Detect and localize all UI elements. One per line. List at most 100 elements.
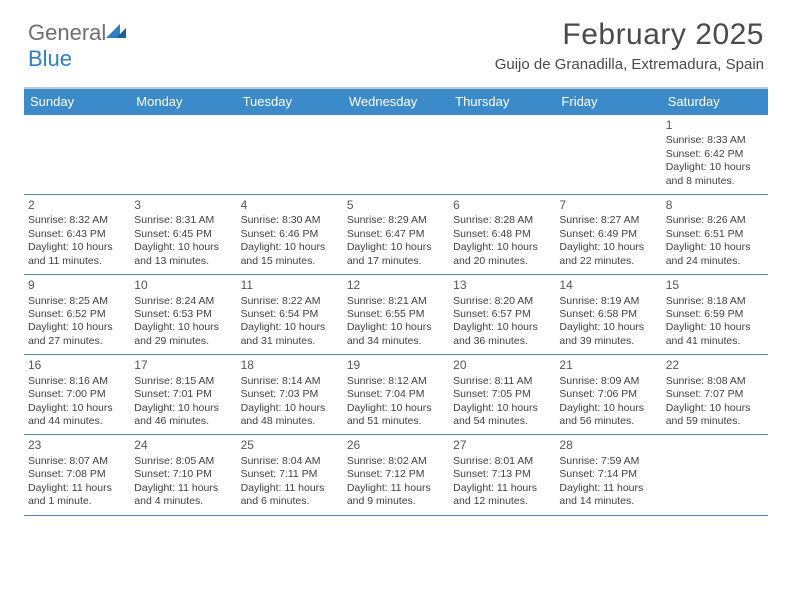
sunset-text: Sunset: 6:49 PM (559, 228, 656, 241)
day-cell: 19Sunrise: 8:12 AMSunset: 7:04 PMDayligh… (343, 355, 449, 434)
day1-text: Daylight: 11 hours (28, 482, 125, 495)
weekday-label: Sunday (24, 89, 130, 115)
day-cell: 7Sunrise: 8:27 AMSunset: 6:49 PMDaylight… (555, 195, 661, 274)
sunset-text: Sunset: 6:46 PM (241, 228, 338, 241)
week-row: 1Sunrise: 8:33 AMSunset: 6:42 PMDaylight… (24, 115, 768, 195)
week-row: 2Sunrise: 8:32 AMSunset: 6:43 PMDaylight… (24, 195, 768, 275)
brand-logo: General Blue (28, 18, 128, 72)
day1-text: Daylight: 10 hours (559, 241, 656, 254)
sunrise-text: Sunrise: 8:19 AM (559, 295, 656, 308)
sunrise-text: Sunrise: 8:30 AM (241, 214, 338, 227)
sunset-text: Sunset: 7:04 PM (347, 388, 444, 401)
day1-text: Daylight: 11 hours (347, 482, 444, 495)
day-cell: 6Sunrise: 8:28 AMSunset: 6:48 PMDaylight… (449, 195, 555, 274)
sunset-text: Sunset: 7:13 PM (453, 468, 550, 481)
day-cell: 8Sunrise: 8:26 AMSunset: 6:51 PMDaylight… (662, 195, 768, 274)
day-cell: 5Sunrise: 8:29 AMSunset: 6:47 PMDaylight… (343, 195, 449, 274)
sunrise-text: Sunrise: 8:15 AM (134, 375, 231, 388)
day-cell: 15Sunrise: 8:18 AMSunset: 6:59 PMDayligh… (662, 275, 768, 354)
day-number: 23 (28, 438, 125, 453)
day1-text: Daylight: 10 hours (559, 402, 656, 415)
day-number: 9 (28, 278, 125, 293)
day-number: 2 (28, 198, 125, 213)
day-number: 6 (453, 198, 550, 213)
day-number: 25 (241, 438, 338, 453)
weekday-header-row: Sunday Monday Tuesday Wednesday Thursday… (24, 89, 768, 115)
day1-text: Daylight: 11 hours (453, 482, 550, 495)
day-cell: 18Sunrise: 8:14 AMSunset: 7:03 PMDayligh… (237, 355, 343, 434)
sunset-text: Sunset: 7:01 PM (134, 388, 231, 401)
sunset-text: Sunset: 7:08 PM (28, 468, 125, 481)
day-number: 27 (453, 438, 550, 453)
day-number: 17 (134, 358, 231, 373)
day-cell: 10Sunrise: 8:24 AMSunset: 6:53 PMDayligh… (130, 275, 236, 354)
sunrise-text: Sunrise: 8:08 AM (666, 375, 763, 388)
day-cell: 12Sunrise: 8:21 AMSunset: 6:55 PMDayligh… (343, 275, 449, 354)
day-cell: 21Sunrise: 8:09 AMSunset: 7:06 PMDayligh… (555, 355, 661, 434)
day2-text: and 44 minutes. (28, 415, 125, 428)
day2-text: and 46 minutes. (134, 415, 231, 428)
sunset-text: Sunset: 6:59 PM (666, 308, 763, 321)
day2-text: and 24 minutes. (666, 255, 763, 268)
day-cell: 14Sunrise: 8:19 AMSunset: 6:58 PMDayligh… (555, 275, 661, 354)
day-number: 10 (134, 278, 231, 293)
day-number: 3 (134, 198, 231, 213)
day2-text: and 4 minutes. (134, 495, 231, 508)
day2-text: and 12 minutes. (453, 495, 550, 508)
sunrise-text: Sunrise: 8:11 AM (453, 375, 550, 388)
sunset-text: Sunset: 7:07 PM (666, 388, 763, 401)
day1-text: Daylight: 10 hours (347, 402, 444, 415)
sunset-text: Sunset: 6:45 PM (134, 228, 231, 241)
week-row: 16Sunrise: 8:16 AMSunset: 7:00 PMDayligh… (24, 355, 768, 435)
day-number: 11 (241, 278, 338, 293)
day1-text: Daylight: 10 hours (134, 321, 231, 334)
day2-text: and 1 minute. (28, 495, 125, 508)
day-number: 26 (347, 438, 444, 453)
day2-text: and 54 minutes. (453, 415, 550, 428)
sunrise-text: Sunrise: 8:21 AM (347, 295, 444, 308)
day2-text: and 39 minutes. (559, 335, 656, 348)
day1-text: Daylight: 10 hours (241, 321, 338, 334)
day1-text: Daylight: 10 hours (453, 241, 550, 254)
brand-triangle-icon (106, 22, 128, 45)
day2-text: and 11 minutes. (28, 255, 125, 268)
day1-text: Daylight: 11 hours (241, 482, 338, 495)
sunset-text: Sunset: 6:47 PM (347, 228, 444, 241)
sunrise-text: Sunrise: 8:29 AM (347, 214, 444, 227)
day1-text: Daylight: 10 hours (347, 241, 444, 254)
sunrise-text: Sunrise: 8:31 AM (134, 214, 231, 227)
day-cell: 25Sunrise: 8:04 AMSunset: 7:11 PMDayligh… (237, 435, 343, 514)
sunrise-text: Sunrise: 8:26 AM (666, 214, 763, 227)
weekday-label: Thursday (449, 89, 555, 115)
weekday-label: Wednesday (343, 89, 449, 115)
sunset-text: Sunset: 7:00 PM (28, 388, 125, 401)
day-number: 12 (347, 278, 444, 293)
sunset-text: Sunset: 7:14 PM (559, 468, 656, 481)
day-cell: 11Sunrise: 8:22 AMSunset: 6:54 PMDayligh… (237, 275, 343, 354)
sunrise-text: Sunrise: 8:05 AM (134, 455, 231, 468)
day1-text: Daylight: 10 hours (666, 402, 763, 415)
day1-text: Daylight: 10 hours (453, 321, 550, 334)
day-number: 19 (347, 358, 444, 373)
day2-text: and 15 minutes. (241, 255, 338, 268)
empty-cell (24, 115, 130, 194)
day2-text: and 59 minutes. (666, 415, 763, 428)
day2-text: and 13 minutes. (134, 255, 231, 268)
header: General Blue February 2025 Guijo de Gran… (0, 0, 792, 77)
day-cell: 22Sunrise: 8:08 AMSunset: 7:07 PMDayligh… (662, 355, 768, 434)
sunset-text: Sunset: 7:05 PM (453, 388, 550, 401)
day-cell: 20Sunrise: 8:11 AMSunset: 7:05 PMDayligh… (449, 355, 555, 434)
day-cell: 23Sunrise: 8:07 AMSunset: 7:08 PMDayligh… (24, 435, 130, 514)
day-number: 4 (241, 198, 338, 213)
sunset-text: Sunset: 7:10 PM (134, 468, 231, 481)
day2-text: and 41 minutes. (666, 335, 763, 348)
week-row: 23Sunrise: 8:07 AMSunset: 7:08 PMDayligh… (24, 435, 768, 515)
day2-text: and 8 minutes. (666, 175, 763, 188)
sunrise-text: Sunrise: 8:22 AM (241, 295, 338, 308)
day-cell: 26Sunrise: 8:02 AMSunset: 7:12 PMDayligh… (343, 435, 449, 514)
empty-cell (449, 115, 555, 194)
day-cell: 17Sunrise: 8:15 AMSunset: 7:01 PMDayligh… (130, 355, 236, 434)
sunrise-text: Sunrise: 7:59 AM (559, 455, 656, 468)
day-cell: 1Sunrise: 8:33 AMSunset: 6:42 PMDaylight… (662, 115, 768, 194)
day-number: 7 (559, 198, 656, 213)
